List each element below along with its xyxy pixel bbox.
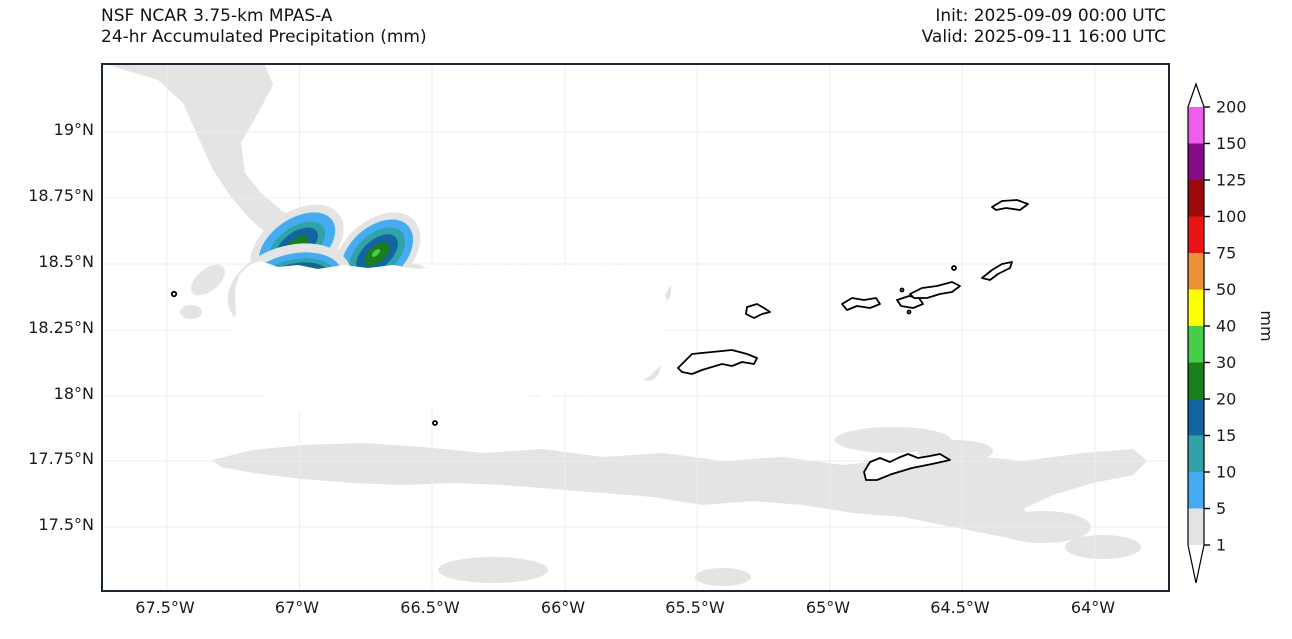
tortola-island <box>909 281 961 299</box>
surrounding-islands <box>170 199 1029 481</box>
x-tick-64w: 64°W <box>1070 598 1116 617</box>
map-plot-area <box>101 63 1170 592</box>
colorbar-tick-15: 15 <box>1216 426 1236 445</box>
light-precip-patch <box>191 264 225 296</box>
colorbar-tick-10: 10 <box>1216 463 1236 482</box>
colorbar-tick-125: 125 <box>1216 171 1247 190</box>
colorbar-segment-75-100 <box>1188 216 1204 253</box>
x-tick-66w: 66°W <box>540 598 586 617</box>
islet <box>899 287 905 293</box>
st-croix-island <box>863 453 951 481</box>
colorbar-tick-labels: 200 150 125 100 75 50 40 30 20 15 10 5 1 <box>1216 98 1247 555</box>
colorbar-units-label: mm <box>1257 310 1276 341</box>
init-time-label: Init: 2025-09-09 00:00 UTC <box>935 6 1166 26</box>
x-tick-645w: 64.5°W <box>930 598 990 617</box>
culebra-island <box>745 303 771 319</box>
colorbar-tick-marks <box>1204 106 1210 546</box>
light-precip-patch <box>695 568 751 586</box>
figure-times: Init: 2025-09-09 00:00 UTC Valid: 2025-0… <box>700 6 1166 48</box>
vieques-island <box>677 349 758 375</box>
colorbar-tick-200: 200 <box>1216 98 1247 117</box>
st-john-island <box>896 295 924 309</box>
colorbar-segment-5-10 <box>1188 472 1204 509</box>
colorbar-tick-5: 5 <box>1216 499 1226 518</box>
y-tick-18n: 18°N <box>53 384 94 403</box>
puerto-rico-coastline <box>230 259 674 416</box>
y-tick-1875n: 18.75°N <box>28 186 94 205</box>
islet <box>906 309 912 315</box>
colorbar-canvas: 200 150 125 100 75 50 40 30 20 15 10 5 1… <box>1187 82 1276 584</box>
colorbar-tick-40: 40 <box>1216 317 1236 336</box>
colorbar-segment-30-40 <box>1188 326 1204 363</box>
colorbar-over-arrow <box>1188 84 1204 107</box>
st-thomas-island <box>841 297 881 311</box>
light-precip-patch <box>180 305 202 319</box>
colorbar-segment-40-50 <box>1188 289 1204 326</box>
colorbar-segment-50-75 <box>1188 253 1204 290</box>
x-tick-65w: 65°W <box>805 598 851 617</box>
desecheo-island <box>170 290 178 298</box>
colorbar-segment-150-200 <box>1188 107 1204 144</box>
virgin-gorda-island <box>981 261 1013 281</box>
colorbar-tick-50: 50 <box>1216 280 1236 299</box>
colorbar-under-arrow <box>1188 545 1204 583</box>
caja-de-muertos-island <box>432 420 438 426</box>
light-precip-patch <box>438 557 548 583</box>
figure-title: NSF NCAR 3.75-km MPAS-A 24-hr Accumulate… <box>101 6 427 48</box>
colorbar-tick-100: 100 <box>1216 207 1247 226</box>
colorbar-tick-75: 75 <box>1216 244 1236 263</box>
colorbar-segment-20-30 <box>1188 362 1204 399</box>
x-tick-655w: 65.5°W <box>665 598 725 617</box>
product-name: 24-hr Accumulated Precipitation (mm) <box>101 27 427 47</box>
x-tick-67w: 67°W <box>274 598 320 617</box>
y-tick-1775n: 17.75°N <box>28 449 94 468</box>
colorbar-tick-20: 20 <box>1216 390 1236 409</box>
map-canvas <box>103 65 1168 590</box>
colorbar-segment-15-20 <box>1188 399 1204 436</box>
islet <box>951 265 957 271</box>
y-tick-19n: 19°N <box>53 120 94 139</box>
light-precip-patch <box>1065 535 1141 559</box>
colorbar-segment-125-150 <box>1188 143 1204 180</box>
model-name: NSF NCAR 3.75-km MPAS-A <box>101 6 333 26</box>
y-tick-175n: 17.5°N <box>38 515 94 534</box>
y-tick-1825n: 18.25°N <box>28 318 94 337</box>
valid-time-label: Valid: 2025-09-11 16:00 UTC <box>921 27 1166 47</box>
colorbar-segment-10-15 <box>1188 435 1204 472</box>
x-tick-675w: 67.5°W <box>135 598 195 617</box>
colorbar: 200 150 125 100 75 50 40 30 20 15 10 5 1… <box>1183 63 1292 608</box>
colorbar-tick-1: 1 <box>1216 536 1226 555</box>
colorbar-tick-150: 150 <box>1216 134 1247 153</box>
y-tick-185n: 18.5°N <box>38 252 94 271</box>
anegada-island <box>991 199 1029 211</box>
colorbar-tick-30: 30 <box>1216 353 1236 372</box>
x-tick-665w: 66.5°W <box>400 598 460 617</box>
colorbar-segment-1-5 <box>1188 508 1204 545</box>
contour-30mm <box>371 249 381 257</box>
colorbar-segment-100-125 <box>1188 180 1204 217</box>
